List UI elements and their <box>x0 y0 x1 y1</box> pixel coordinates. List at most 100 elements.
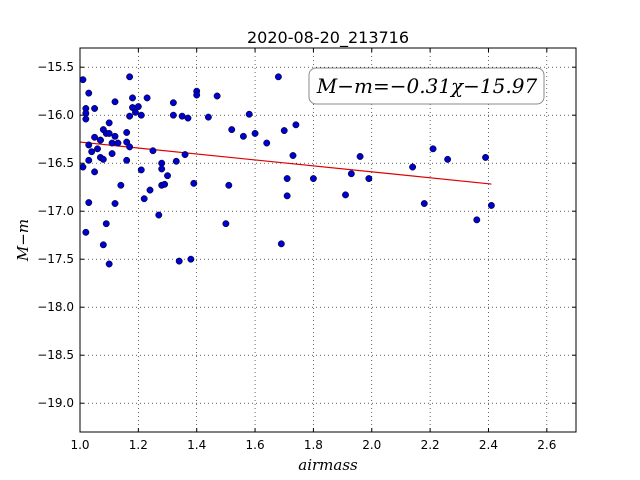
data-point <box>131 108 139 116</box>
data-point <box>487 201 495 209</box>
y-tick-label: −17.0 <box>37 204 74 218</box>
data-point <box>283 175 291 183</box>
data-point <box>263 139 271 147</box>
y-axis-ticks: −15.5 −16.0 −16.5 −17.0 −17.5 −18.0 −18.5 −19.0 <box>37 60 576 410</box>
data-point <box>169 111 177 119</box>
x-axis-ticks: 1.0 1.2 1.4 1.6 1.8 2.0 2.2 2.4 2.6 <box>70 48 556 452</box>
annotation-box <box>308 67 545 105</box>
data-point <box>213 92 221 100</box>
data-point <box>420 200 428 207</box>
data-point <box>204 113 212 121</box>
grid <box>79 48 576 432</box>
fit-line <box>79 141 492 185</box>
data-point <box>429 145 437 153</box>
data-point <box>111 98 119 106</box>
data-point <box>102 220 110 228</box>
y-tick-label: −18.5 <box>37 348 74 362</box>
data-point <box>99 241 107 249</box>
data-point <box>143 94 151 102</box>
data-point <box>85 141 93 149</box>
data-point <box>225 181 233 189</box>
x-tick-label: 1.4 <box>187 438 206 452</box>
data-point <box>123 156 131 164</box>
x-tick-label: 1.2 <box>129 438 148 452</box>
data-point <box>277 240 285 248</box>
data-point <box>409 163 417 171</box>
data-point <box>117 181 125 189</box>
y-tick-label: −16.5 <box>37 156 74 170</box>
data-point <box>137 111 145 119</box>
data-point <box>444 155 452 163</box>
x-tick-label: 2.4 <box>479 438 498 452</box>
data-point <box>105 119 113 127</box>
data-point <box>280 127 288 135</box>
x-tick-label: 2.0 <box>362 438 381 452</box>
data-point <box>239 132 247 140</box>
data-point <box>473 216 481 224</box>
data-point <box>126 73 134 81</box>
data-point <box>309 175 317 183</box>
data-point <box>181 151 189 159</box>
data-point <box>164 172 171 180</box>
x-tick-label: 2.2 <box>421 438 440 452</box>
data-point <box>149 147 157 155</box>
data-point <box>111 132 119 140</box>
data-point <box>222 220 230 228</box>
data-point <box>292 121 300 129</box>
x-tick-label: 1.8 <box>304 438 323 452</box>
data-point <box>365 175 373 183</box>
data-point <box>228 126 236 134</box>
plot-area <box>80 48 576 432</box>
data-point <box>289 152 297 159</box>
x-tick-label: 1.6 <box>246 438 265 452</box>
data-point <box>105 129 113 137</box>
data-point <box>79 76 87 84</box>
data-point <box>175 257 183 265</box>
data-point <box>114 139 122 147</box>
data-points <box>79 73 495 268</box>
data-point <box>274 73 282 81</box>
data-point <box>91 168 99 176</box>
data-point <box>82 115 90 123</box>
data-point <box>169 99 177 107</box>
data-point <box>172 157 180 165</box>
data-point <box>126 112 134 120</box>
data-point <box>342 191 349 199</box>
data-point <box>482 153 490 161</box>
data-point <box>251 129 259 137</box>
data-point <box>91 105 99 112</box>
data-point <box>108 139 116 147</box>
x-tick-label: 1.0 <box>70 438 89 452</box>
y-tick-label: −16.0 <box>37 108 74 122</box>
data-point <box>126 143 134 151</box>
data-point <box>245 110 253 118</box>
y-tick-label: −15.5 <box>37 60 74 74</box>
y-tick-label: −17.5 <box>37 252 74 266</box>
data-point <box>184 114 192 122</box>
chart-title: 2020-08-20_213716 <box>247 28 409 48</box>
data-point <box>178 112 186 120</box>
data-point <box>140 195 148 203</box>
annotation-text: M−m=−0.31χ−15.97 <box>316 74 538 98</box>
data-point <box>129 94 136 102</box>
plot-frame <box>79 47 577 433</box>
data-point <box>85 156 93 164</box>
data-point <box>190 179 198 187</box>
data-point <box>158 165 166 173</box>
data-point <box>146 186 154 194</box>
data-point <box>347 170 355 178</box>
data-point <box>82 228 90 236</box>
data-point <box>96 136 104 144</box>
data-point <box>94 145 101 153</box>
data-point <box>137 166 145 174</box>
data-point <box>111 200 119 207</box>
equation-annotation: M−m=−0.31χ−15.97 <box>308 67 545 105</box>
data-point <box>193 91 201 99</box>
data-point <box>161 180 169 188</box>
data-point <box>91 133 99 141</box>
x-tick-label: 2.6 <box>537 438 556 452</box>
y-tick-label: −19.0 <box>37 396 74 410</box>
data-point <box>158 159 166 167</box>
y-tick-label: −18.0 <box>37 300 74 314</box>
data-point <box>85 199 93 207</box>
